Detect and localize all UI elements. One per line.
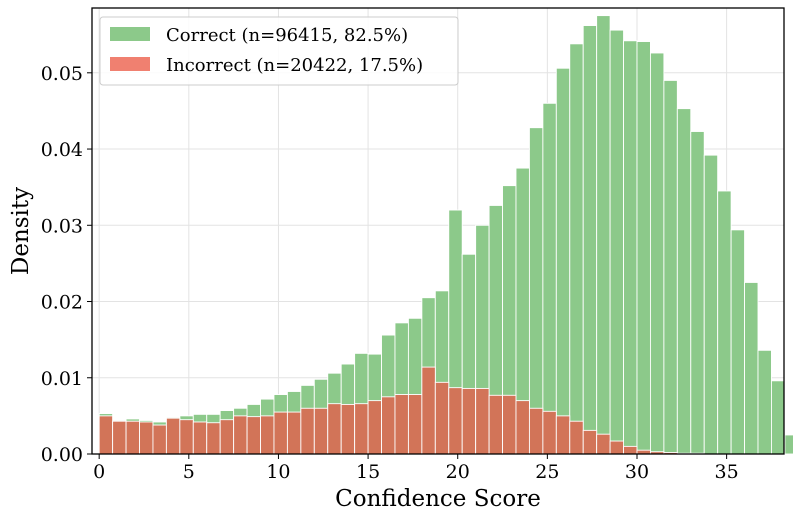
bar-incorrect bbox=[475, 387, 490, 455]
bar-incorrect bbox=[623, 445, 638, 455]
x-tick-label: 5 bbox=[183, 461, 195, 483]
bar-incorrect bbox=[233, 415, 248, 455]
bar-incorrect bbox=[219, 419, 235, 455]
y-tick-label: 0.03 bbox=[41, 215, 83, 237]
bar-incorrect bbox=[139, 421, 154, 455]
x-tick-label: 25 bbox=[535, 461, 559, 483]
bar-incorrect bbox=[206, 422, 221, 455]
y-tick-label: 0.00 bbox=[41, 444, 83, 466]
bar-incorrect bbox=[488, 394, 503, 455]
y-axis-label: Density bbox=[8, 187, 34, 275]
bar-incorrect bbox=[528, 407, 544, 455]
x-tick-label: 30 bbox=[625, 461, 649, 483]
legend-swatch-correct bbox=[110, 27, 150, 41]
bar-correct bbox=[582, 25, 598, 455]
bar-incorrect bbox=[125, 420, 140, 455]
legend-label-incorrect: Incorrect (n=20422, 17.5%) bbox=[166, 55, 423, 76]
bar-incorrect bbox=[273, 411, 288, 455]
bar-correct bbox=[744, 282, 759, 455]
bar-incorrect bbox=[286, 411, 302, 455]
bar-incorrect bbox=[542, 410, 557, 455]
bar-correct bbox=[784, 434, 793, 455]
bar-correct bbox=[636, 41, 651, 455]
bar-correct bbox=[623, 40, 638, 455]
bar-incorrect bbox=[609, 440, 624, 455]
incorrect-bars bbox=[98, 366, 705, 455]
bar-correct bbox=[649, 52, 665, 455]
legend-swatch-incorrect bbox=[110, 57, 150, 71]
bar-correct bbox=[690, 131, 705, 455]
bar-correct bbox=[676, 108, 692, 455]
y-tick-label: 0.02 bbox=[41, 292, 83, 314]
legend-label-correct: Correct (n=96415, 82.5%) bbox=[166, 25, 408, 46]
bar-correct bbox=[717, 190, 732, 455]
bar-correct bbox=[555, 67, 571, 455]
bar-incorrect bbox=[596, 433, 611, 455]
bar-incorrect bbox=[260, 415, 275, 455]
bar-correct bbox=[771, 380, 786, 455]
x-tick-label: 35 bbox=[715, 461, 739, 483]
bar-incorrect bbox=[340, 403, 356, 455]
bar-correct bbox=[609, 29, 624, 455]
bar-incorrect bbox=[555, 415, 571, 455]
y-tick-label: 0.05 bbox=[41, 63, 83, 85]
x-axis-label: Confidence Score bbox=[335, 486, 541, 512]
bar-incorrect bbox=[98, 415, 114, 455]
bar-correct bbox=[730, 229, 746, 455]
bar-incorrect bbox=[192, 421, 208, 455]
y-tick-label: 0.01 bbox=[41, 368, 83, 390]
bar-incorrect bbox=[112, 420, 127, 455]
bar-incorrect bbox=[381, 396, 396, 455]
x-tick-label: 0 bbox=[93, 461, 105, 483]
legend: Correct (n=96415, 82.5%) Incorrect (n=20… bbox=[99, 16, 459, 86]
bar-incorrect bbox=[461, 387, 477, 455]
bar-incorrect bbox=[569, 420, 584, 455]
bar-incorrect bbox=[502, 394, 517, 455]
x-axis-ticks: 0 5 10 15 20 25 30 35 bbox=[93, 454, 739, 483]
y-axis-ticks: 0.00 0.01 0.02 0.03 0.04 0.05 bbox=[41, 63, 92, 466]
bar-incorrect bbox=[165, 417, 181, 455]
bar-incorrect bbox=[394, 394, 409, 455]
bar-incorrect bbox=[300, 407, 315, 455]
bar-correct bbox=[542, 102, 557, 455]
bar-incorrect bbox=[421, 366, 436, 455]
bar-incorrect bbox=[246, 416, 261, 455]
bar-incorrect bbox=[434, 381, 450, 455]
correct-bars bbox=[98, 15, 793, 455]
bar-incorrect bbox=[354, 403, 369, 455]
bar-incorrect bbox=[367, 400, 382, 455]
legend-box bbox=[99, 16, 459, 86]
bar-correct bbox=[528, 127, 544, 455]
bar-incorrect bbox=[407, 394, 423, 455]
x-tick-label: 20 bbox=[446, 461, 470, 483]
bar-incorrect bbox=[582, 429, 598, 455]
bar-incorrect bbox=[179, 419, 194, 455]
bar-incorrect bbox=[448, 387, 463, 455]
x-tick-label: 10 bbox=[266, 461, 290, 483]
plot-frame bbox=[91, 7, 785, 455]
bar-correct bbox=[757, 349, 772, 455]
bar-incorrect bbox=[327, 403, 342, 455]
bar-correct bbox=[596, 15, 611, 455]
bar-correct bbox=[569, 43, 584, 455]
bar-incorrect bbox=[313, 407, 329, 455]
bar-incorrect bbox=[515, 400, 530, 455]
y-tick-label: 0.04 bbox=[41, 139, 83, 161]
x-tick-label: 15 bbox=[356, 461, 380, 483]
bar-correct bbox=[663, 79, 678, 455]
bar-correct bbox=[703, 154, 719, 455]
bar-incorrect bbox=[152, 424, 167, 455]
